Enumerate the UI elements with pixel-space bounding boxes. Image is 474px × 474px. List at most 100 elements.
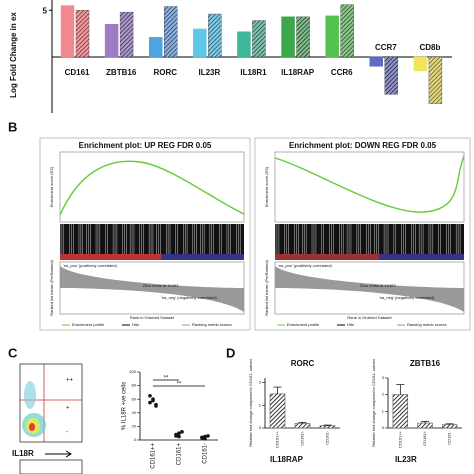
x-tick-label: IL18RAP bbox=[281, 68, 315, 77]
y-tick-label: 1 bbox=[382, 408, 385, 413]
x-axis-label: Rank in Ordered Dataset bbox=[130, 315, 175, 320]
legend-label: Ranking metric scores bbox=[192, 322, 232, 327]
hits-band bbox=[60, 224, 244, 254]
x-tick-label: CCR6 bbox=[331, 68, 353, 77]
bar-tint bbox=[163, 6, 178, 58]
bar-tint bbox=[296, 16, 310, 58]
bar bbox=[417, 422, 433, 429]
neg-label: 'na_neg' (negatively correlated) bbox=[161, 295, 217, 300]
legend-label: Enrichment profile bbox=[287, 322, 320, 327]
bar bbox=[413, 56, 428, 72]
pos-label: 'na_pos' (positively correlated) bbox=[63, 263, 117, 268]
bar bbox=[104, 24, 119, 58]
x-tick-label: CD161++ bbox=[275, 430, 280, 448]
es-label: Enrichment score (ES) bbox=[49, 166, 54, 207]
chart-title: ZBTB16 bbox=[410, 359, 441, 368]
bar bbox=[392, 394, 409, 429]
significance: ** bbox=[164, 376, 169, 382]
flow-quadrant: - bbox=[66, 430, 68, 436]
es-frame bbox=[274, 151, 465, 223]
y-tick-label: 2 bbox=[259, 380, 262, 385]
y-tick-label: 100 bbox=[129, 369, 136, 374]
flow-plot bbox=[19, 363, 83, 474]
bar bbox=[441, 424, 458, 429]
point bbox=[174, 434, 178, 438]
rank-gradient-neg bbox=[378, 254, 464, 260]
x-tick-label: CD161- bbox=[203, 443, 209, 464]
significance: ** bbox=[177, 382, 182, 388]
zero-cross: Zero cross at 10453 bbox=[360, 283, 396, 288]
flow-quadrant: + bbox=[66, 406, 70, 412]
bar bbox=[369, 56, 384, 67]
point bbox=[154, 402, 158, 407]
x-tick-label: CD161- bbox=[447, 430, 452, 444]
legend-label: Hits bbox=[347, 322, 354, 327]
y-tick-label: 2 bbox=[382, 392, 385, 397]
panel-label: D bbox=[226, 345, 235, 360]
bar-tint bbox=[208, 13, 222, 58]
enrichment-curve bbox=[59, 160, 245, 216]
bar-tint bbox=[340, 4, 354, 58]
x-tick-label: CD161+ bbox=[300, 430, 305, 445]
y-axis-label: Log Fold Change in ex bbox=[9, 12, 18, 98]
rank-gradient bbox=[275, 254, 464, 260]
bar bbox=[269, 393, 286, 429]
x-tick-label: IL23R bbox=[198, 68, 220, 77]
enrichment-curve bbox=[274, 155, 465, 213]
metric-label: Ranked list metric (PreRanked) bbox=[264, 260, 269, 316]
x-tick-label: CD8b bbox=[419, 43, 440, 52]
x-tick-label: CD161+ bbox=[177, 443, 183, 466]
legend-label: Enrichment profile bbox=[72, 322, 105, 327]
point bbox=[148, 394, 152, 398]
point bbox=[206, 434, 210, 438]
bar-tint bbox=[384, 56, 399, 95]
x-tick-label: CD161+ bbox=[422, 430, 427, 445]
x-tick-label: CD161++ bbox=[397, 430, 402, 448]
point bbox=[177, 431, 181, 436]
flow-quadrant: ++ bbox=[66, 378, 74, 384]
plot-title: Enrichment plot: UP REG FDR 0.05 bbox=[79, 141, 212, 150]
panel-label: C bbox=[8, 345, 18, 360]
zero-cross: Zero cross at 10453 bbox=[143, 283, 179, 288]
bar bbox=[237, 31, 251, 58]
x-tick-label: CD161++ bbox=[151, 443, 157, 469]
x-tick-label: IL18R1 bbox=[240, 68, 267, 77]
y-tick-label: 0 bbox=[382, 425, 385, 430]
x-tick-label: CD161 bbox=[65, 68, 90, 77]
flow-axis: IL18R bbox=[12, 449, 34, 458]
bar bbox=[193, 28, 207, 58]
bar bbox=[325, 15, 339, 58]
y-tick-label: 0 bbox=[134, 437, 137, 442]
y-axis-label: % IL18R +ve cells bbox=[122, 382, 128, 430]
metric-label: Ranked list metric (PreRanked) bbox=[49, 260, 54, 316]
y-tick-label: 20 bbox=[132, 423, 137, 428]
bar bbox=[60, 5, 75, 58]
panel-title: IL23R bbox=[395, 455, 417, 464]
es-label: Enrichment score (ES) bbox=[264, 166, 269, 207]
y-tick-label: 60 bbox=[132, 396, 137, 401]
legend-label: Hits bbox=[132, 322, 139, 327]
bar-tint bbox=[428, 56, 443, 104]
legend-label: Ranking metric scores bbox=[407, 322, 447, 327]
point bbox=[203, 436, 207, 441]
y-tick-label: 40 bbox=[132, 410, 137, 415]
bar bbox=[319, 425, 336, 429]
metric-area bbox=[60, 266, 244, 312]
x-axis-label: Rank in Ordered Dataset bbox=[347, 315, 392, 320]
panel-title: IL18RAP bbox=[270, 455, 304, 464]
bar bbox=[281, 16, 295, 58]
rank-gradient-neg bbox=[161, 254, 244, 260]
x-tick-label: CCR7 bbox=[375, 43, 397, 52]
x-tick-label: ZBTB16 bbox=[106, 68, 137, 77]
y-tick-label: 80 bbox=[132, 383, 137, 388]
hits-band bbox=[275, 224, 464, 254]
rank-gradient bbox=[60, 254, 244, 260]
y-tick-label: 1 bbox=[259, 402, 262, 407]
y-axis-label: Relative fold change compared to CD161- … bbox=[371, 358, 376, 446]
panel-label: B bbox=[8, 119, 17, 134]
point bbox=[148, 400, 152, 405]
bar-tint bbox=[75, 10, 90, 58]
es-frame bbox=[59, 151, 245, 223]
x-tick-label: RORC bbox=[153, 68, 177, 77]
